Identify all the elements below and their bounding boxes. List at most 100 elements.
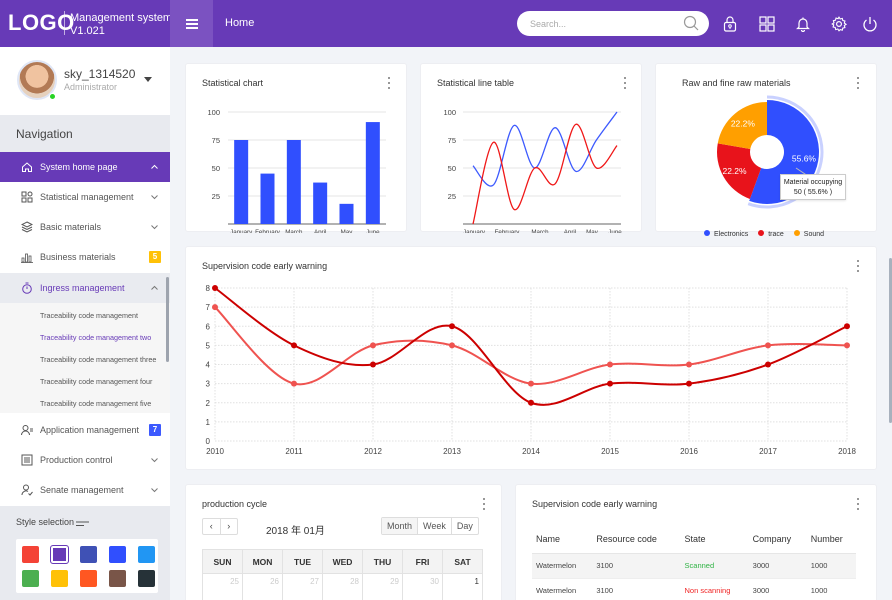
more-options-icon[interactable] xyxy=(856,260,860,272)
color-swatch[interactable] xyxy=(138,570,155,587)
sidebar-item-business-materials[interactable]: Business materials 5 xyxy=(0,242,170,272)
series-line-series-dark xyxy=(214,287,848,406)
data-point xyxy=(607,380,613,387)
y-tick-label: 5 xyxy=(206,341,211,350)
view-week-button[interactable]: Week xyxy=(418,518,452,534)
data-point xyxy=(765,361,771,368)
user-card-icon xyxy=(21,425,33,436)
lock-icon[interactable] xyxy=(720,14,740,34)
calendar-view-switcher: Month Week Day xyxy=(381,517,479,535)
cell-code: 3100 xyxy=(592,578,681,600)
tooltip-value: 50 ( 55.6% ) xyxy=(793,189,833,196)
home-link[interactable]: Home xyxy=(225,17,255,29)
search-input[interactable] xyxy=(530,11,670,36)
more-options-icon[interactable] xyxy=(856,77,860,89)
weekday-label: TUE xyxy=(283,550,323,573)
more-options-icon[interactable] xyxy=(387,77,391,89)
cell-name: Watermelon xyxy=(532,578,593,600)
table-row[interactable]: Watermelon 3100 Non scanning 3000 1000 xyxy=(532,578,856,600)
bar-chart: 25 50 75 100 January February March April May Jun… xyxy=(207,108,386,233)
column-header[interactable]: Company xyxy=(748,525,807,554)
bar xyxy=(339,203,354,224)
calendar-prev-button[interactable]: ‹ xyxy=(203,519,221,534)
sidebar-item-senate-management[interactable]: Senate management xyxy=(0,475,170,505)
calendar-day-cell[interactable]: 29 xyxy=(363,574,403,600)
color-swatch[interactable] xyxy=(22,570,39,587)
main-scrollbar[interactable] xyxy=(889,258,892,423)
y-tick-label: 8 xyxy=(206,284,211,293)
calendar-next-button[interactable]: › xyxy=(227,521,231,531)
color-swatch[interactable] xyxy=(50,545,69,564)
slice-label: 55.6% xyxy=(792,154,817,164)
calendar-day-cell[interactable]: 30 xyxy=(403,574,443,600)
data-point xyxy=(844,342,850,349)
submenu-item[interactable]: Traceability code management xyxy=(40,311,139,320)
more-options-icon[interactable] xyxy=(856,498,860,510)
x-tick-label: June xyxy=(366,229,380,233)
cell-number: 1000 xyxy=(806,553,856,579)
nav-header: Navigation xyxy=(0,115,170,152)
menu-toggle-button[interactable] xyxy=(170,0,213,47)
color-swatch[interactable] xyxy=(80,546,97,563)
data-point xyxy=(212,304,218,311)
view-month-button[interactable]: Month xyxy=(382,518,419,534)
gear-icon[interactable] xyxy=(829,14,849,34)
column-header[interactable]: Resource code xyxy=(592,525,681,554)
calendar-day-cell[interactable]: 26 xyxy=(243,574,283,600)
power-icon[interactable] xyxy=(860,14,880,34)
card-title: Supervision code early warning xyxy=(532,499,658,509)
sidebar-item-application-management[interactable]: Application management 7 xyxy=(0,415,170,445)
view-day-button[interactable]: Day xyxy=(456,521,473,531)
sidebar-item-production-control[interactable]: Production control xyxy=(0,445,170,475)
sidebar-item-statistical-management[interactable]: Statistical management xyxy=(0,182,170,212)
x-tick-label: 2015 xyxy=(601,447,619,456)
user-dropdown-caret-icon[interactable] xyxy=(144,77,152,82)
data-point xyxy=(370,342,376,349)
calendar-day-cell[interactable]: 1 xyxy=(474,577,479,586)
submenu-item[interactable]: Traceability code management four xyxy=(40,377,153,386)
y-tick-label: 0 xyxy=(206,437,211,446)
sidebar-item-system-home[interactable]: System home page xyxy=(0,152,170,182)
warning-line-chart: 0 1 2 3 4 5 6 7 8 2010 2011 2012 2013 2014 2015 2016 201… xyxy=(206,284,857,456)
align-lines-icon xyxy=(76,521,89,526)
search-icon[interactable] xyxy=(683,15,699,31)
cell-company: 3000 xyxy=(748,553,807,579)
card-title: Statistical line table xyxy=(437,78,515,88)
slice-label: 22.2% xyxy=(722,166,747,176)
supervision-warning-table-card: Supervision code early warning Name Reso… xyxy=(515,484,877,600)
legend-item[interactable]: Sound xyxy=(793,230,824,238)
legend-item[interactable]: trace xyxy=(758,230,784,238)
more-options-icon[interactable] xyxy=(623,77,627,89)
sidebar-scrollbar[interactable] xyxy=(166,277,169,362)
sidebar-item-ingress-management[interactable]: Ingress management xyxy=(0,273,170,303)
calendar-week-row: 25 26 27 28 29 30 1 xyxy=(202,574,483,600)
y-tick-label: 2 xyxy=(206,399,211,408)
color-swatch[interactable] xyxy=(51,570,68,587)
color-swatch[interactable] xyxy=(138,546,155,563)
color-swatch[interactable] xyxy=(22,546,39,563)
warning-table: Name Resource code State Company Number … xyxy=(532,525,856,600)
submenu-item[interactable]: Traceability code management three xyxy=(40,355,157,364)
weekday-label: FRI xyxy=(403,550,443,573)
grid-icon[interactable] xyxy=(757,14,777,34)
bell-icon[interactable] xyxy=(793,14,813,34)
calendar-day-cell[interactable]: 25 xyxy=(203,574,243,600)
more-options-icon[interactable] xyxy=(482,498,486,510)
column-header[interactable]: Name xyxy=(532,525,593,554)
color-swatch[interactable] xyxy=(109,546,126,563)
color-swatch[interactable] xyxy=(80,570,97,587)
column-header[interactable]: Number xyxy=(806,525,856,554)
submenu-item-current[interactable]: Traceability code management two xyxy=(40,333,152,342)
pie-slice-trace xyxy=(717,143,762,199)
color-swatch[interactable] xyxy=(109,570,126,587)
submenu-item[interactable]: Traceability code management five xyxy=(40,399,152,408)
legend-item[interactable]: Electronics xyxy=(704,230,748,238)
y-tick-label: 3 xyxy=(206,380,211,389)
card-title: Supervision code early warning xyxy=(202,261,328,271)
sidebar-item-basic-materials[interactable]: Basic materials xyxy=(0,212,170,242)
column-header[interactable]: State xyxy=(680,525,749,554)
table-row[interactable]: Watermelon 3100 Scanned 3000 1000 xyxy=(532,553,856,579)
calendar-day-cell[interactable]: 28 xyxy=(323,574,363,600)
calendar-day-cell[interactable]: 27 xyxy=(283,574,323,600)
x-tick-label: January xyxy=(230,229,253,233)
